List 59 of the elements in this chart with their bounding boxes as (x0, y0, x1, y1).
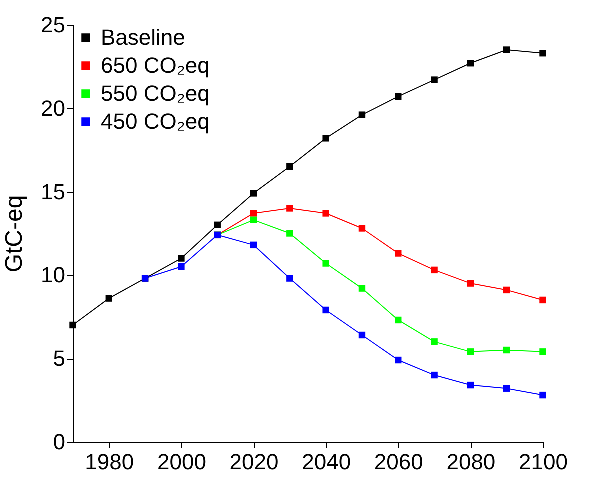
point (286, 163, 294, 170)
point (250, 242, 258, 249)
point (503, 346, 510, 354)
x-tick-label: 2040 (302, 450, 352, 474)
point (106, 295, 113, 302)
x-tick-label: 2000 (157, 450, 206, 474)
point (395, 316, 402, 324)
point (431, 76, 438, 84)
x-tick-label: 2020 (230, 450, 279, 474)
point (250, 190, 258, 197)
legend-label: 450 CO₂eq (101, 109, 210, 134)
legend-label: 550 CO₂eq (101, 81, 210, 106)
point (431, 338, 438, 346)
y-tick-label: 25 (41, 12, 66, 38)
x-tick-label: 2080 (446, 450, 496, 474)
y-axis-title: GtC-eq (1, 195, 28, 273)
point (250, 210, 258, 217)
point (250, 216, 258, 224)
y-tick-label: 5 (53, 346, 66, 372)
point (286, 205, 294, 212)
point (214, 222, 221, 229)
point (395, 250, 402, 257)
point (358, 285, 366, 292)
legend-label: 650 CO₂eq (101, 53, 210, 78)
point (395, 356, 402, 364)
point (540, 296, 546, 304)
y-tick-label: 15 (41, 179, 66, 204)
point (431, 372, 438, 379)
point (503, 286, 510, 294)
point (70, 322, 76, 329)
point (395, 93, 402, 100)
point (467, 348, 474, 356)
legend-label: Baseline (101, 25, 186, 50)
point (540, 50, 546, 57)
point (286, 275, 294, 282)
point (467, 382, 474, 389)
point (431, 266, 438, 274)
point (540, 392, 546, 399)
point (467, 280, 474, 287)
point (322, 306, 330, 314)
point (540, 348, 546, 356)
point (286, 230, 294, 237)
point (178, 264, 185, 270)
point (503, 46, 510, 54)
point (358, 332, 366, 339)
point (358, 112, 366, 118)
x-tick-label: 2100 (519, 450, 568, 474)
x-tick-label: 1980 (85, 450, 134, 474)
x-tick-label: 2060 (374, 450, 424, 474)
point (322, 210, 330, 217)
y-tick-label: 0 (53, 430, 66, 454)
y-tick-label: 20 (41, 96, 66, 121)
point (467, 60, 474, 67)
point (358, 225, 366, 232)
point (322, 260, 330, 267)
point (503, 385, 510, 392)
point (322, 135, 330, 142)
point (178, 255, 185, 262)
y-tick-label: 10 (41, 262, 66, 288)
